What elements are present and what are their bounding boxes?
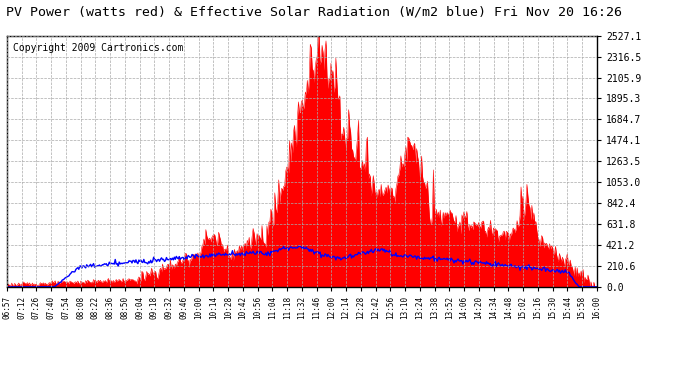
Text: Copyright 2009 Cartronics.com: Copyright 2009 Cartronics.com bbox=[13, 43, 183, 53]
Text: Total PV Power (watts red) & Effective Solar Radiation (W/m2 blue) Fri Nov 20 16: Total PV Power (watts red) & Effective S… bbox=[0, 6, 622, 19]
